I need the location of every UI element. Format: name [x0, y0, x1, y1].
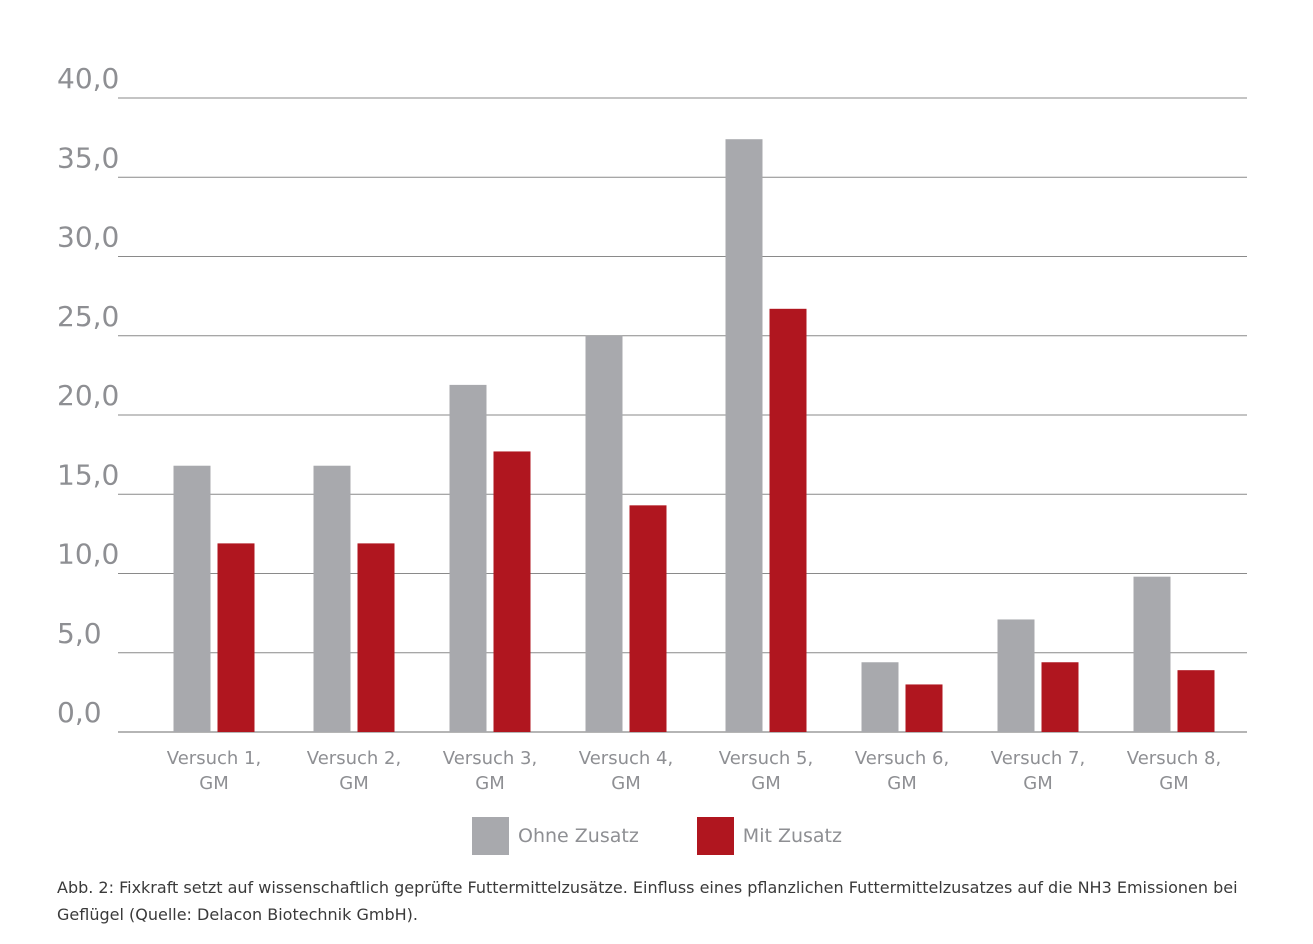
y-tick-label: 20,0 — [57, 379, 119, 412]
y-tick-label: 10,0 — [57, 538, 119, 571]
y-tick-label: 40,0 — [57, 62, 119, 95]
y-axis-ticks: 0,0 5,0 10,0 15,0 20,0 25,0 30,0 35,0 40,0 — [57, 62, 119, 729]
bar-mit-zusatz — [357, 543, 395, 732]
figure-caption: Abb. 2: Fixkraft setzt auf wissenschaftl… — [57, 878, 1238, 924]
legend-label-mit-zusatz: Mit Zusatz — [742, 825, 842, 847]
bar-mit-zusatz — [493, 451, 531, 732]
bar-ohne-zusatz — [173, 465, 211, 732]
bar-ohne-zusatz — [1133, 576, 1171, 732]
x-tick-label: Versuch 1, GM — [167, 748, 261, 794]
bars — [173, 139, 1215, 732]
legend-item-ohne-zusatz: Ohne Zusatz — [472, 817, 639, 855]
legend: Ohne Zusatz Mit Zusatz — [472, 817, 842, 855]
x-axis-ticks: Versuch 1, GM Versuch 2, GM Versuch 3, GM Vers… — [167, 748, 1221, 794]
y-tick-label: 25,0 — [57, 300, 119, 333]
grid-lines — [118, 97, 1247, 733]
y-tick-label: 35,0 — [57, 141, 119, 174]
x-tick-label: Versuch 8, GM — [1127, 748, 1221, 794]
legend-label-ohne-zusatz: Ohne Zusatz — [518, 825, 639, 847]
y-tick-label: 30,0 — [57, 221, 119, 254]
bar-mit-zusatz — [905, 684, 943, 732]
x-tick-label: Versuch 6, GM — [855, 748, 949, 794]
y-tick-label: 5,0 — [57, 617, 102, 650]
bar-mit-zusatz — [769, 308, 807, 732]
bar-ohne-zusatz — [585, 335, 623, 732]
x-tick-label: Versuch 4, GM — [579, 748, 673, 794]
bar-mit-zusatz — [217, 543, 255, 732]
x-tick-label: Versuch 3, GM — [443, 748, 537, 794]
x-tick-label: Versuch 7, GM — [991, 748, 1085, 794]
x-tick-label: Versuch 2, GM — [307, 748, 401, 794]
bar-mit-zusatz — [1041, 662, 1079, 732]
bar-mit-zusatz — [629, 505, 667, 732]
legend-swatch-mit-zusatz — [696, 817, 734, 855]
bar-ohne-zusatz — [449, 384, 487, 732]
y-tick-label: 15,0 — [57, 458, 119, 491]
x-tick-label: Versuch 5, GM — [719, 748, 813, 794]
legend-swatch-ohne-zusatz — [472, 817, 509, 855]
bar-ohne-zusatz — [861, 662, 899, 732]
bar-ohne-zusatz — [997, 619, 1035, 732]
y-tick-label: 0,0 — [57, 696, 102, 729]
legend-item-mit-zusatz: Mit Zusatz — [696, 817, 842, 855]
bar-ohne-zusatz — [313, 465, 351, 732]
bar-ohne-zusatz — [725, 139, 763, 732]
bar-mit-zusatz — [1177, 670, 1215, 732]
